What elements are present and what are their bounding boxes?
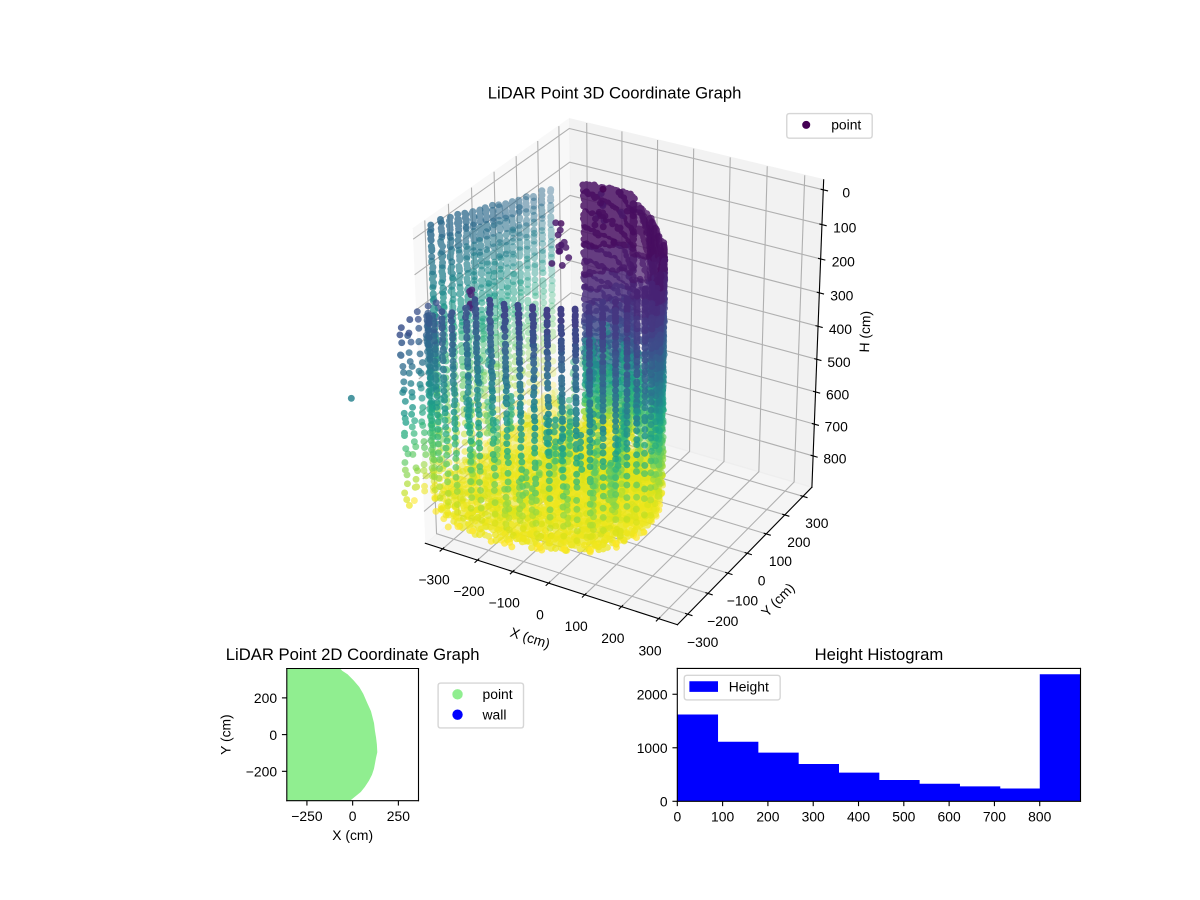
svg-text:0: 0 — [842, 185, 850, 201]
svg-text:Height Histogram: Height Histogram — [815, 645, 944, 664]
svg-text:600: 600 — [826, 386, 849, 402]
svg-text:0: 0 — [536, 606, 544, 622]
svg-text:−100: −100 — [727, 593, 759, 609]
svg-text:point: point — [483, 686, 513, 702]
svg-text:H (cm): H (cm) — [856, 311, 874, 353]
svg-text:300: 300 — [805, 515, 828, 531]
svg-text:LiDAR Point 3D Coordinate Grap: LiDAR Point 3D Coordinate Graph — [488, 83, 742, 102]
svg-text:X (cm): X (cm) — [332, 827, 373, 843]
svg-text:100: 100 — [833, 219, 856, 235]
svg-text:400: 400 — [847, 809, 870, 825]
svg-text:100: 100 — [565, 618, 588, 634]
svg-text:−250: −250 — [291, 808, 323, 824]
svg-text:point: point — [831, 117, 861, 133]
svg-text:700: 700 — [983, 809, 1006, 825]
svg-text:300: 300 — [802, 809, 825, 825]
svg-text:800: 800 — [823, 450, 846, 466]
svg-text:600: 600 — [938, 809, 961, 825]
svg-text:250: 250 — [387, 808, 410, 824]
svg-text:0: 0 — [269, 727, 277, 743]
svg-text:wall: wall — [482, 707, 507, 723]
svg-text:100: 100 — [711, 809, 734, 825]
svg-text:Height: Height — [729, 678, 769, 694]
svg-text:200: 200 — [601, 630, 624, 646]
svg-text:200: 200 — [832, 254, 855, 270]
svg-text:300: 300 — [830, 287, 853, 303]
svg-text:100: 100 — [769, 553, 792, 569]
svg-text:400: 400 — [829, 321, 852, 337]
svg-text:200: 200 — [787, 534, 810, 550]
svg-text:Y (cm): Y (cm) — [217, 714, 233, 755]
svg-text:−200: −200 — [246, 764, 278, 780]
svg-text:800: 800 — [1028, 809, 1051, 825]
svg-text:−200: −200 — [707, 613, 739, 629]
svg-text:200: 200 — [756, 809, 779, 825]
svg-text:200: 200 — [254, 690, 277, 706]
svg-text:−300: −300 — [687, 634, 719, 650]
svg-text:0: 0 — [660, 794, 668, 810]
svg-text:−100: −100 — [489, 595, 521, 611]
svg-text:700: 700 — [825, 419, 848, 435]
svg-text:300: 300 — [638, 642, 661, 658]
svg-text:0: 0 — [673, 809, 681, 825]
svg-text:0: 0 — [758, 573, 766, 589]
svg-text:−300: −300 — [418, 572, 450, 588]
svg-text:500: 500 — [892, 809, 915, 825]
svg-text:2000: 2000 — [637, 687, 668, 703]
svg-text:−200: −200 — [453, 583, 485, 599]
svg-text:1000: 1000 — [637, 740, 668, 756]
svg-text:LiDAR Point 2D Coordinate Grap: LiDAR Point 2D Coordinate Graph — [226, 645, 480, 664]
svg-text:500: 500 — [827, 354, 850, 370]
svg-text:0: 0 — [349, 808, 357, 824]
